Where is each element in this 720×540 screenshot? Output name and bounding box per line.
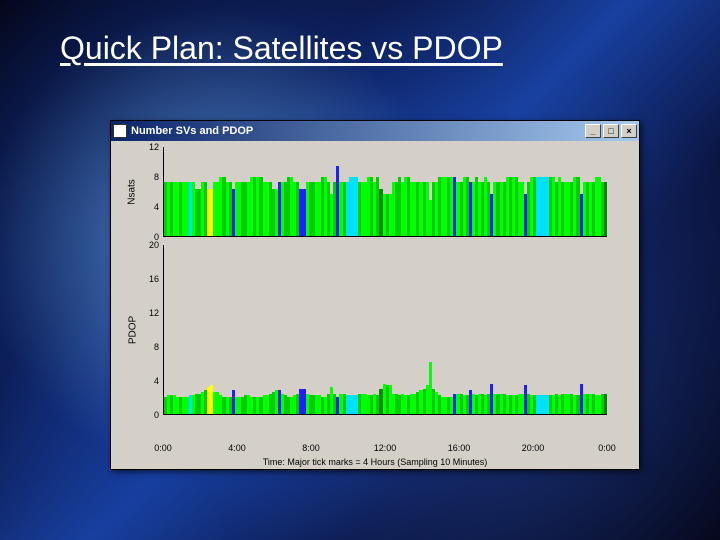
chart-area: Nsats 04812 PDOP 048121620 0:004:008:001… xyxy=(111,141,639,469)
close-button[interactable]: × xyxy=(621,124,637,138)
xtick: 0:00 xyxy=(598,443,616,453)
xtick: 20:00 xyxy=(522,443,545,453)
nsats-yticks: 04812 xyxy=(139,147,161,237)
window-title: Number SVs and PDOP xyxy=(131,125,253,137)
x-axis-label: Time: Major tick marks = 4 Hours (Sampli… xyxy=(111,457,639,467)
ytick: 0 xyxy=(139,410,159,420)
ytick: 8 xyxy=(139,342,159,352)
xtick: 0:00 xyxy=(154,443,172,453)
bar xyxy=(604,182,607,236)
minimize-button[interactable]: _ xyxy=(585,124,601,138)
slide-title: Quick Plan: Satellites vs PDOP xyxy=(60,30,503,67)
nsats-plot xyxy=(163,147,607,237)
pdop-ylabel: PDOP xyxy=(128,316,139,344)
xtick: 16:00 xyxy=(448,443,471,453)
ytick: 20 xyxy=(139,240,159,250)
xtick: 4:00 xyxy=(228,443,246,453)
xtick: 8:00 xyxy=(302,443,320,453)
pdop-plot xyxy=(163,245,607,415)
nsats-ylabel: Nsats xyxy=(126,179,137,205)
nsats-chart: Nsats 04812 xyxy=(163,147,607,237)
pdop-chart: PDOP 048121620 xyxy=(163,245,607,415)
app-window: Number SVs and PDOP _ □ × Nsats 04812 PD… xyxy=(110,120,640,470)
bar xyxy=(604,394,607,414)
xtick: 12:00 xyxy=(374,443,397,453)
maximize-button[interactable]: □ xyxy=(603,124,619,138)
ytick: 12 xyxy=(139,142,159,152)
x-ticks: 0:004:008:0012:0016:0020:000:00 xyxy=(163,443,607,455)
ytick: 4 xyxy=(139,376,159,386)
ytick: 8 xyxy=(139,172,159,182)
ytick: 4 xyxy=(139,202,159,212)
window-titlebar[interactable]: Number SVs and PDOP _ □ × xyxy=(111,121,639,141)
ytick: 12 xyxy=(139,308,159,318)
app-icon xyxy=(113,124,127,138)
pdop-yticks: 048121620 xyxy=(139,245,161,415)
ytick: 16 xyxy=(139,274,159,284)
